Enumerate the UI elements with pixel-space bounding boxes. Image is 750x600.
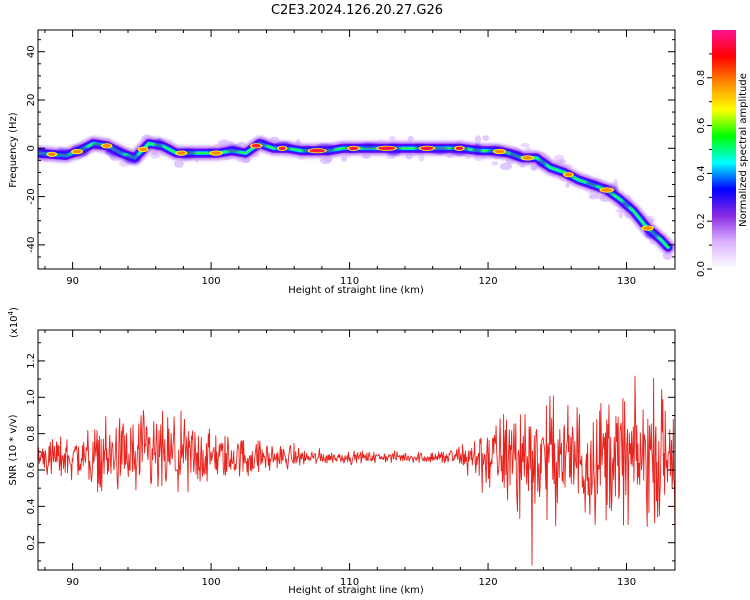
heatmap-core-red bbox=[72, 149, 82, 154]
spectrogram-y-tick-label: -40 bbox=[26, 237, 37, 253]
snr-x-tick-label: 130 bbox=[617, 577, 636, 588]
colorbar-label: Normalized spectral amplitude bbox=[738, 73, 749, 227]
snr-x-tick-label: 110 bbox=[340, 577, 359, 588]
spectrogram-x-tick-label: 110 bbox=[340, 276, 359, 287]
heatmap-core-red bbox=[522, 156, 533, 160]
heatmap-ridge-blob bbox=[619, 201, 632, 208]
spectrogram-x-label: Height of straight line (km) bbox=[288, 285, 424, 296]
spectrogram-heatmap bbox=[38, 134, 675, 260]
heatmap-core-red bbox=[420, 146, 434, 151]
spectrogram-y-tick-label: 40 bbox=[26, 45, 37, 58]
snr-x-tick-label: 120 bbox=[479, 577, 498, 588]
heatmap-noise-blob bbox=[618, 211, 624, 219]
spectrogram-y-tick-label: 20 bbox=[26, 94, 37, 107]
snr-y-tick-label: 1.0 bbox=[26, 389, 37, 405]
heatmap-ridge-blob bbox=[56, 148, 70, 159]
snr-y-label: SNR (10 * v/v) bbox=[8, 414, 19, 485]
colorbar: 0.0 0.2 0.4 0.6 0.8 Normalized spectral ampl… bbox=[696, 30, 749, 277]
snr-y-tick-label: 1.2 bbox=[26, 353, 37, 369]
heatmap-core-red bbox=[455, 146, 464, 151]
heatmap-ridge-blob bbox=[644, 230, 659, 239]
heatmap-core-red bbox=[251, 144, 261, 148]
heatmap-core-red bbox=[48, 152, 56, 157]
heatmap-core-red bbox=[377, 146, 396, 151]
colorbar-tick-label: 0.2 bbox=[696, 213, 707, 229]
snr-x-tick-label: 90 bbox=[66, 577, 79, 588]
heatmap-ridge-blob bbox=[509, 150, 523, 159]
heatmap-ridge-blob bbox=[154, 138, 164, 150]
spectrogram-y-tick-label: -20 bbox=[26, 188, 37, 204]
spectrogram-x-tick-label: 100 bbox=[202, 276, 221, 287]
spectrogram-x-tick-label: 130 bbox=[617, 276, 636, 287]
heatmap-noise-blob bbox=[385, 155, 396, 159]
heatmap-ridge-blob bbox=[431, 146, 449, 154]
spectrogram-y-label: Frequency (Hz) bbox=[8, 112, 19, 188]
heatmap-noise-blob bbox=[474, 135, 482, 143]
spectrogram-x-tick-label: 90 bbox=[66, 276, 79, 287]
snr-series-line bbox=[38, 375, 675, 566]
snr-y-tick-label: 0.2 bbox=[26, 535, 37, 551]
snr-y-tick-label: 0.6 bbox=[26, 462, 37, 478]
heatmap-ridge-blob bbox=[472, 143, 482, 156]
colorbar-scale bbox=[712, 30, 736, 269]
snr-frame bbox=[37, 329, 676, 571]
heatmap-ridge-blob bbox=[537, 159, 547, 167]
snr-x-label: Height of straight line (km) bbox=[288, 585, 424, 596]
heatmap-noise-blob bbox=[174, 160, 184, 168]
heatmap-core-red bbox=[102, 144, 111, 148]
heatmap-core-red bbox=[210, 151, 222, 155]
heatmap-noise-blob bbox=[499, 162, 512, 171]
spectrogram-x-tick-label: 120 bbox=[479, 276, 498, 287]
heatmap-noise-blob bbox=[588, 194, 601, 200]
snr-x-tick-label: 100 bbox=[202, 577, 221, 588]
heatmap-ridge-blob bbox=[586, 180, 599, 187]
colorbar-tick-label: 0.8 bbox=[696, 70, 707, 86]
heatmap-ridge-blob bbox=[124, 153, 141, 164]
figure-title: C2E3.2024.126.20.27.G26 bbox=[271, 3, 443, 18]
heatmap-noise-blob bbox=[565, 182, 570, 188]
heatmap-ridge-blob bbox=[360, 143, 378, 150]
heatmap-core-red bbox=[494, 149, 505, 154]
colorbar-tick-label: 0.4 bbox=[696, 165, 707, 181]
heatmap-noise-blob bbox=[553, 154, 565, 162]
heatmap-noise-blob bbox=[482, 135, 490, 142]
heatmap-core-red bbox=[642, 226, 653, 230]
heatmap-core-red bbox=[600, 188, 613, 192]
heatmap-core-red bbox=[309, 148, 326, 153]
heatmap-core-red bbox=[348, 146, 359, 151]
heatmap-ridge-blob bbox=[38, 148, 48, 158]
heatmap-ridge-blob bbox=[226, 145, 241, 153]
colorbar-tick-label: 0.6 bbox=[696, 118, 707, 134]
heatmap-core-red bbox=[278, 146, 286, 151]
heatmap-ridge-blob bbox=[92, 142, 103, 150]
snr-ticks: 90 100 110 120 130 0.2 0.4 0.6 0.8 1.0 1.2 bbox=[26, 330, 675, 588]
colorbar-ticks: 0.0 0.2 0.4 0.6 0.8 bbox=[696, 53, 712, 277]
spectrogram-y-tick-label: 0 bbox=[26, 145, 37, 151]
snr-y-tick-label: 0.4 bbox=[26, 498, 37, 514]
heatmap-noise-blob bbox=[520, 143, 530, 148]
heatmap-ridge-blob bbox=[105, 146, 126, 157]
snr-multiplier: (x104) bbox=[7, 307, 20, 338]
heatmap-core-red bbox=[564, 172, 573, 177]
heatmap-core-red bbox=[139, 147, 148, 152]
spectrogram-panel: 90 100 110 120 130 40 20 0 -20 -40 Height of stra… bbox=[8, 29, 676, 296]
heatmap-core-red bbox=[176, 151, 186, 155]
colorbar-tick-label: 0.0 bbox=[696, 261, 707, 277]
snr-panel: 90 100 110 120 130 0.2 0.4 0.6 0.8 1.0 1.2 Height … bbox=[7, 307, 676, 596]
snr-y-tick-label: 0.8 bbox=[26, 426, 37, 442]
heatmap-noise-blob bbox=[491, 161, 499, 166]
spectrogram-frame bbox=[37, 29, 676, 270]
